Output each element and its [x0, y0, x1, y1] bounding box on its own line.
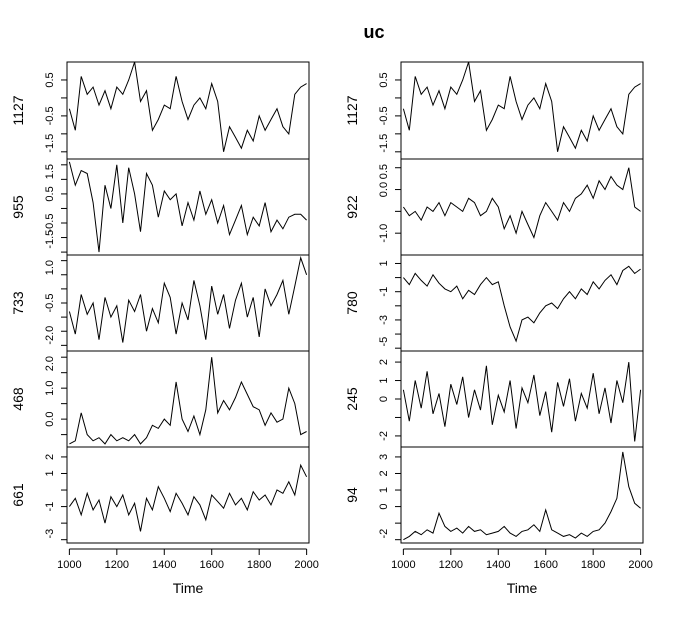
- y-tick-label: -0.5: [44, 214, 56, 233]
- panel-y-label: 245: [344, 387, 360, 411]
- panel-y-label: 780: [344, 291, 360, 315]
- y-tick-label: -1.5: [44, 230, 56, 249]
- y-tick-label: -1: [378, 287, 390, 297]
- panel-94: -2 0 1 2 3 94: [344, 446, 644, 544]
- panel-955: -1.5-0.5 0.5 1.5 955: [10, 158, 310, 256]
- series-line-1127: [402, 61, 641, 152]
- panel-922: -1.0 0.0 0.5 922: [344, 158, 644, 256]
- panel-468: 0.0 1.0 2.0 468: [10, 350, 310, 448]
- y-tick-label: -1.0: [378, 224, 390, 243]
- y-tick-label: -5: [378, 337, 390, 347]
- series-line-661: [68, 463, 308, 532]
- y-tick-label: 1.5: [44, 164, 56, 179]
- y-tick-label: -3: [44, 529, 56, 539]
- y-tick-label: 0.5: [44, 186, 56, 201]
- panel-frame: [400, 446, 644, 544]
- panel-780: -5 -3 -1 1 780: [344, 254, 644, 352]
- y-tick-label: -2.0: [44, 326, 56, 345]
- x-tick-label: 1800: [247, 559, 271, 571]
- series-line-922: [402, 167, 641, 239]
- panel-733: -2.0 -0.5 1.0 733: [10, 254, 310, 352]
- panel-y-label: 922: [344, 195, 360, 219]
- series-line-955: [68, 161, 307, 253]
- y-tick-label: 1.0: [44, 260, 56, 275]
- y-tick-label: 3: [378, 454, 390, 460]
- y-tick-label: -0.5: [378, 106, 390, 125]
- panel-y-label: 733: [10, 291, 26, 315]
- y-tick-label: 0.5: [44, 72, 56, 87]
- panel-y-label: 1127: [344, 95, 360, 125]
- y-tick-label: -2: [378, 529, 390, 539]
- x-axis-label: Time: [173, 580, 204, 596]
- y-tick-label: 0: [378, 504, 390, 510]
- panel-1127: -1.5 -0.5 0.5 1127: [344, 61, 644, 160]
- y-tick-label: -1: [44, 502, 56, 512]
- y-tick-label: 0: [378, 396, 390, 402]
- y-tick-label: 2: [44, 454, 56, 460]
- x-tick-label: 1600: [199, 559, 223, 571]
- series-line-733: [68, 255, 308, 343]
- y-tick-label: 2: [378, 359, 390, 365]
- x-tick-label: 1400: [152, 559, 176, 571]
- panel-245: -2 0 1 2 245: [344, 350, 644, 448]
- x-tick-label: 1200: [105, 559, 129, 571]
- left-column: -1.5-0.50.51127-1.5-0.50.51.5955-2.0-0.5…: [10, 61, 319, 596]
- y-tick-label: 2: [378, 470, 390, 476]
- x-axis-label: Time: [507, 580, 538, 596]
- y-tick-label: 0.0: [44, 411, 56, 426]
- x-tick-label: 1800: [581, 559, 605, 571]
- panel-y-label: 468: [10, 387, 26, 411]
- x-tick-label: 1600: [533, 559, 557, 571]
- y-tick-label: 1: [44, 470, 56, 476]
- x-tick-label: 1200: [439, 559, 463, 571]
- y-tick-label: -0.5: [44, 294, 56, 313]
- series-line-1127: [68, 61, 307, 152]
- series-line-94: [403, 451, 641, 541]
- y-tick-label: 2.0: [44, 356, 56, 371]
- y-tick-label: -0.5: [44, 106, 56, 125]
- series-line-780: [403, 265, 641, 343]
- panel-frame: [66, 446, 310, 544]
- chart-title: uc: [363, 22, 384, 42]
- right-column: -1.5 -0.5 0.5 1127 -1.0 0.0 0.5 922 -5 -3 -1 1 780 -2…: [344, 61, 653, 596]
- x-axis: 1000 1200 1400 1600 1800 2000 Time: [391, 548, 653, 596]
- panel-661: -3 -1 1 2 661: [10, 446, 310, 544]
- y-tick-label: 0.0: [378, 182, 390, 197]
- y-tick-label: -2: [378, 431, 390, 441]
- panel-y-label: 1127: [10, 95, 26, 125]
- x-tick-label: 2000: [294, 559, 318, 571]
- y-tick-label: 0.5: [378, 164, 390, 179]
- x-tick-label: 2000: [628, 559, 652, 571]
- y-tick-label: 1: [378, 260, 390, 266]
- series-line-468: [69, 357, 307, 445]
- y-tick-label: -3: [378, 315, 390, 325]
- y-tick-label: -1.5: [378, 134, 390, 153]
- x-tick-label: 1000: [391, 559, 415, 571]
- x-tick-label: 1400: [486, 559, 510, 571]
- y-tick-label: 1.0: [44, 381, 56, 396]
- series-line-245: [402, 362, 642, 442]
- x-axis: 1000 1200 1400 1600 1800 2000 Time: [57, 548, 319, 596]
- y-tick-label: -1.5: [44, 134, 56, 153]
- panel-y-label: 661: [10, 483, 26, 507]
- y-tick-label: 1: [378, 377, 390, 383]
- y-tick-label: 1: [378, 487, 390, 493]
- panel-y-label: 94: [344, 487, 360, 503]
- panel-y-label: 955: [10, 195, 26, 219]
- x-tick-label: 1000: [57, 559, 81, 571]
- y-tick-label: 0.5: [378, 72, 390, 87]
